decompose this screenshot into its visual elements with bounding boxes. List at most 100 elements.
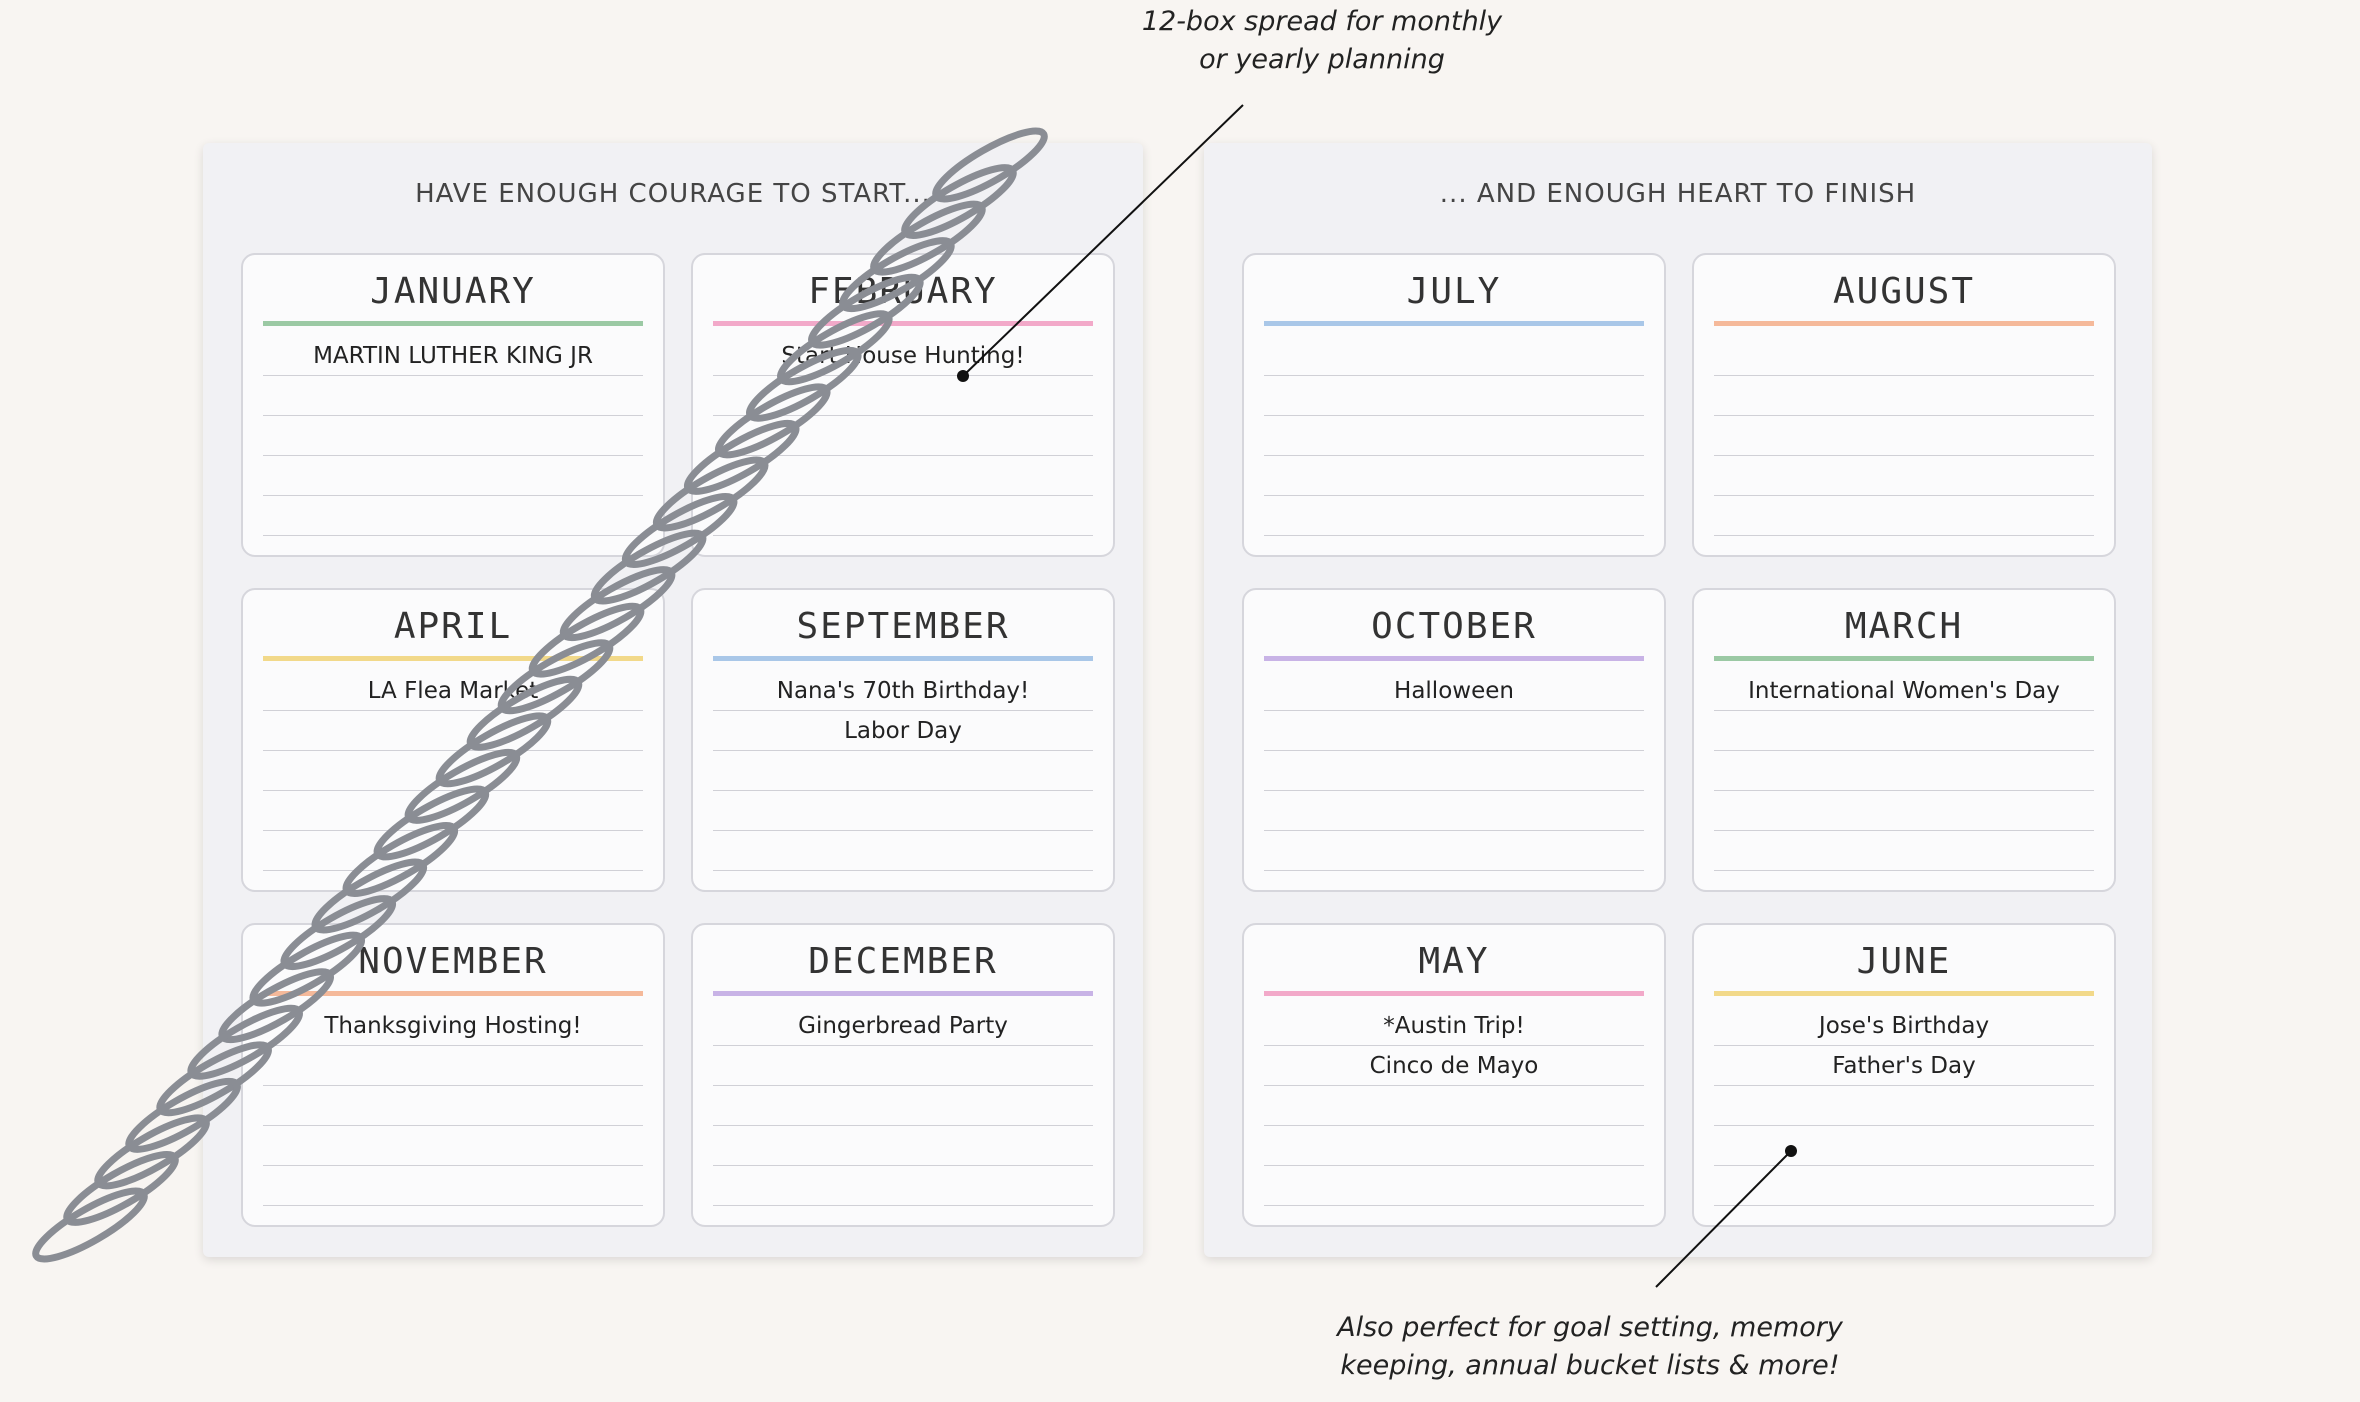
ruled-line (1714, 1165, 2094, 1166)
ruled-line (1264, 870, 1644, 871)
month-label: SEPTEMBER (796, 606, 1010, 647)
ruled-line (1714, 1205, 2094, 1206)
ruled-line (263, 750, 643, 751)
month-underline (1264, 991, 1644, 996)
month-label: DECEMBER (808, 941, 998, 982)
ruled-line (263, 1205, 643, 1206)
ruled-line (263, 790, 643, 791)
ruled-line (263, 535, 643, 536)
ruled-line (1264, 415, 1644, 416)
annotation: keeping, annual bucket lists & more! (1340, 1350, 1840, 1381)
month-underline (263, 991, 643, 996)
page-heading: ... AND ENOUGH HEART TO FINISH (1439, 179, 1917, 209)
month-box: MARCH International Women's Day (1692, 588, 2116, 892)
ruled-line (1714, 415, 2094, 416)
month-underline (1714, 656, 2094, 661)
month-label: OCTOBER (1371, 606, 1537, 647)
annotation: 12-box spread for monthly (1141, 6, 1503, 37)
ruled-line (713, 495, 1093, 496)
ruled-line (713, 870, 1093, 871)
ruled-line (1264, 495, 1644, 496)
note: Jose's Birthday (1818, 1013, 1990, 1039)
month-box: DECEMBER Gingerbread Party (691, 923, 1115, 1227)
month-box: JULY (1242, 253, 1666, 557)
ruled-line (1264, 1125, 1644, 1126)
note: *Austin Trip! (1383, 1013, 1525, 1039)
ruled-line (713, 830, 1093, 831)
pointer-line (1655, 1150, 1792, 1288)
month-label: NOVEMBER (358, 941, 548, 982)
page-heading: HAVE ENOUGH COURAGE TO START... (415, 179, 931, 209)
note: Labor Day (844, 718, 962, 744)
month-underline (713, 656, 1093, 661)
month-label: APRIL (393, 606, 513, 647)
ruled-line (713, 1205, 1093, 1206)
note: Nana's 70th Birthday! (776, 678, 1030, 704)
ruled-line (1264, 455, 1644, 456)
ruled-line (713, 1085, 1093, 1086)
month-underline (1264, 321, 1644, 326)
ruled-line (1264, 1165, 1644, 1166)
left-page: HAVE ENOUGH COURAGE TO START... JANUARY M… (203, 143, 1143, 1257)
month-label: AUGUST (1832, 271, 1976, 312)
month-underline (713, 991, 1093, 996)
month-label: JUNE (1856, 941, 1952, 982)
ruled-line (713, 535, 1093, 536)
month-box: AUGUST (1692, 253, 2116, 557)
ruled-line (1264, 710, 1644, 711)
pointer-line (962, 104, 1244, 377)
ruled-line (1714, 1045, 2094, 1046)
month-box: JUNE Jose's Birthday Father's Day (1692, 923, 2116, 1227)
ruled-line (1714, 710, 2094, 711)
month-underline (263, 656, 643, 661)
ruled-line (713, 750, 1093, 751)
ruled-line (1714, 1085, 2094, 1086)
month-box: OCTOBER Halloween (1242, 588, 1666, 892)
ruled-line (1264, 790, 1644, 791)
month-underline (1714, 321, 2094, 326)
note: Halloween (1394, 678, 1514, 704)
ruled-line (263, 375, 643, 376)
month-box: JANUARY MARTIN LUTHER KING JR (241, 253, 665, 557)
month-underline (1264, 656, 1644, 661)
ruled-line (713, 710, 1093, 711)
ruled-line (1714, 790, 2094, 791)
right-page: ... AND ENOUGH HEART TO FINISH JULY AUGUS… (1204, 143, 2152, 1257)
ruled-line (263, 1085, 643, 1086)
ruled-line (1714, 830, 2094, 831)
pointer-dot (957, 370, 969, 382)
ruled-line (1714, 750, 2094, 751)
note: International Women's Day (1748, 678, 2060, 704)
month-label: JULY (1406, 271, 1502, 312)
month-box: SEPTEMBER Nana's 70th Birthday! Labor Day (691, 588, 1115, 892)
ruled-line (713, 1165, 1093, 1166)
note: Gingerbread Party (798, 1013, 1008, 1039)
month-label: JANUARY (370, 271, 536, 312)
ruled-line (263, 870, 643, 871)
ruled-line (1714, 1125, 2094, 1126)
ruled-line (1714, 495, 2094, 496)
annotation: Also perfect for goal setting, memory (1337, 1312, 1843, 1343)
month-label: MARCH (1844, 606, 1964, 647)
ruled-line (263, 1165, 643, 1166)
ruled-line (1714, 535, 2094, 536)
ruled-line (713, 1125, 1093, 1126)
note: Father's Day (1832, 1053, 1976, 1079)
ruled-line (713, 455, 1093, 456)
ruled-line (713, 375, 1093, 376)
spiral-ring (32, 1187, 148, 1263)
ruled-line (1714, 375, 2094, 376)
note: MARTIN LUTHER KING JR (313, 343, 593, 369)
month-box: MAY *Austin Trip! Cinco de Mayo (1242, 923, 1666, 1227)
month-underline (263, 321, 643, 326)
ruled-line (263, 455, 643, 456)
ruled-line (1714, 870, 2094, 871)
ruled-line (1264, 830, 1644, 831)
ruled-line (263, 710, 643, 711)
note: Thanksgiving Hosting! (324, 1013, 582, 1039)
ruled-line (1264, 1085, 1644, 1086)
month-underline (1714, 991, 2094, 996)
ruled-line (1264, 750, 1644, 751)
ruled-line (263, 1045, 643, 1046)
